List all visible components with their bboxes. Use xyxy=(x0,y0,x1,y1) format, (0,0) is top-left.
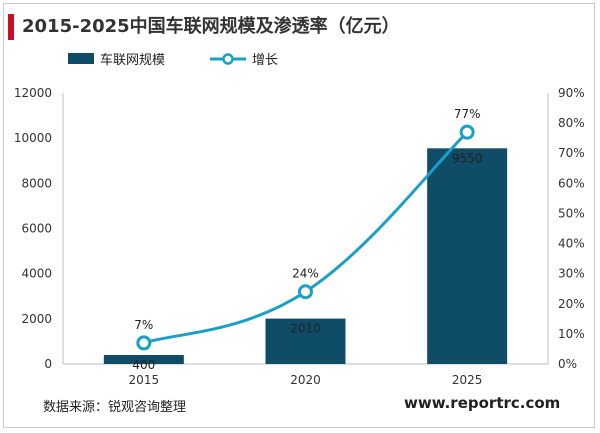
y-right-tick-label: 70% xyxy=(558,146,585,160)
y-left-tick-label: 8000 xyxy=(21,176,52,190)
line-value-label: 77% xyxy=(454,107,481,121)
y-left-tick-label: 4000 xyxy=(21,267,52,281)
bar-value-label: 400 xyxy=(132,358,155,372)
y-left-tick-label: 2000 xyxy=(21,312,52,326)
y-right-tick-label: 60% xyxy=(558,176,585,190)
line-value-label: 7% xyxy=(134,318,153,332)
bar xyxy=(427,148,508,364)
chart-title: 2015-2025中国车联网规模及渗透率（亿元） xyxy=(22,16,400,37)
y-right-tick-label: 20% xyxy=(558,297,585,311)
x-tick-label: 2020 xyxy=(290,373,321,387)
line-point xyxy=(298,284,313,300)
legend-line-marker xyxy=(222,53,234,65)
line-point xyxy=(136,335,152,351)
bar-value-label: 9550 xyxy=(452,151,483,165)
y-left-tick-label: 12000 xyxy=(14,86,52,100)
y-right-tick-label: 50% xyxy=(558,206,585,220)
source-note: 数据来源：锐观咨询整理 xyxy=(43,400,187,415)
bar-value-label: 2010 xyxy=(290,322,321,336)
y-right-tick-label: 90% xyxy=(558,86,585,100)
y-right-tick-label: 0% xyxy=(558,357,577,371)
y-left-tick-label: 0 xyxy=(44,357,52,371)
y-left-tick-label: 10000 xyxy=(14,131,52,145)
title-accent-bar xyxy=(8,14,14,40)
y-right-tick-label: 80% xyxy=(558,116,585,130)
legend-bar-label: 车联网规模 xyxy=(100,52,165,68)
legend-bar-swatch xyxy=(68,53,94,64)
website-label: www.reportrc.com xyxy=(404,394,561,412)
x-tick-label: 2015 xyxy=(129,373,160,387)
line-point xyxy=(459,124,475,140)
bar xyxy=(103,354,184,364)
y-right-tick-label: 30% xyxy=(558,267,585,281)
y-right-tick-label: 40% xyxy=(558,237,585,251)
growth-line xyxy=(143,131,469,345)
chart-frame xyxy=(3,3,595,428)
legend-line-label: 增长 xyxy=(252,53,278,68)
y-right-tick-label: 10% xyxy=(558,327,585,341)
y-left-tick-label: 6000 xyxy=(21,222,52,236)
bar xyxy=(265,318,346,364)
x-tick-label: 2025 xyxy=(452,373,483,387)
line-value-label: 24% xyxy=(292,267,319,281)
